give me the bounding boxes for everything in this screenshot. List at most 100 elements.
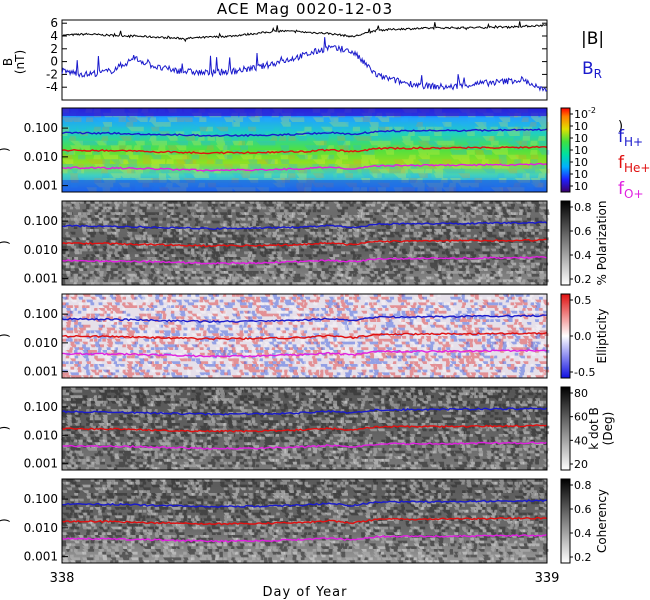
power-y-tick-label: 0.010 [24, 150, 58, 164]
kdotb-colorbar [560, 386, 571, 471]
figure-title: ACE Mag 0020-12-03 [217, 0, 393, 18]
polarization-heatmap-texture [62, 201, 550, 285]
coherency-heatmap-texture [61, 479, 550, 563]
kdotb-heatmap-texture [61, 387, 550, 470]
power-heatmap-top-band [62, 108, 547, 116]
kdotb-colorbar-tick-label: 40 [574, 434, 588, 447]
polarization-y-axis-fragment: ) [0, 240, 11, 245]
power-y-tick-label: 0.100 [24, 121, 58, 135]
ellipticity-y-tick-label: 0.010 [24, 336, 58, 350]
polarization-y-tick-label: 0.001 [24, 272, 58, 286]
power-colorbar-tick-label: 10 [574, 156, 588, 169]
legend-oplus-label: fO+ [618, 179, 644, 201]
power-heatmap-texture [60, 108, 550, 192]
power-colorbar-tick-label: 10 [574, 168, 588, 181]
field-series-line [61, 21, 548, 43]
coherency-colorbar [560, 478, 571, 564]
coherency-heatmap-cells [61, 479, 550, 563]
polarization-y-tick-label: 0.100 [24, 214, 58, 228]
panels: 6420-2-4B(nT)|B|BR0.1000.0100.001)10-210… [0, 16, 650, 564]
kdotb-y-tick-label: 0.001 [24, 457, 58, 471]
ellipticity-colorbar [560, 293, 571, 379]
x-axis-title: Day of Year [263, 585, 348, 600]
kdotb-heatmap-texture [61, 387, 549, 470]
field-plot-frame [61, 19, 548, 101]
coherency-y-tick-label: 0.010 [24, 521, 58, 535]
polarization-colorbar-title: % Polarization [595, 201, 609, 286]
power-y-axis-fragment: ) [0, 147, 11, 152]
kdotb-y-tick-label: 0.100 [24, 400, 58, 414]
legend-heplus-label: fHe+ [618, 153, 650, 175]
power-heatmap-bottom-band [62, 180, 547, 192]
coherency-gyro-line-fHe [61, 516, 548, 526]
polarization-colorbar [560, 200, 571, 286]
ellipticity-gyro-line-fO [62, 349, 548, 358]
coherency-colorbar-tick-label: 0.8 [574, 479, 592, 492]
ellipticity-colorbar-tick-label: 0.5 [574, 294, 592, 307]
ellipticity-y-tick-label: 0.100 [24, 307, 58, 321]
ellipticity-heatmap-cells [60, 294, 550, 378]
field-y-tick-label: 6 [50, 16, 58, 30]
polarization-gyro-line-fH [61, 221, 548, 231]
coherency-colorbar-title: Coherency [595, 489, 609, 553]
ellipticity-gyro-line-fHe [61, 332, 548, 341]
coherency-y-axis-fragment: ) [0, 518, 11, 523]
coherency-colorbar-tick-label: 0.6 [574, 503, 592, 516]
power-colorbar [560, 107, 571, 193]
ellipticity-heatmap-texture [60, 294, 550, 378]
kdotb-gyro-line-fH [61, 407, 548, 416]
power-gyro-line-fHe [61, 145, 548, 155]
power-heatmap-texture [62, 108, 545, 192]
coherency-gyro-line-fO [61, 534, 548, 543]
coherency-heatmap-texture [61, 479, 549, 563]
kdotb-y-axis-fragment: ) [0, 426, 11, 431]
polarization-plot-frame [61, 200, 548, 286]
kdotb-heatmap-texture [61, 387, 550, 470]
coherency-heatmap-texture [61, 479, 550, 563]
power-colorbar-tick-label: 10 [574, 144, 588, 157]
kdotb-plot-frame [61, 386, 548, 471]
power-plot-frame [61, 107, 548, 193]
polarization-panel: 0.100 0.010 0.001) 0.8 0.6 0.4 0.2% Polarizati… [0, 200, 609, 286]
x-tick-label-start: 338 [50, 571, 75, 586]
coherency-plot-frame [61, 478, 548, 564]
field-series-line [61, 37, 548, 92]
power-colorbar-tick-label: 10 [574, 120, 588, 133]
field-y-tick-label: -2 [46, 67, 58, 81]
kdotb-y-tick-label: 0.010 [24, 428, 58, 442]
kdotb-gyro-line-fO [61, 441, 548, 450]
polarization-colorbar-tick-label: 0.6 [574, 225, 592, 238]
polarization-colorbar-tick-label: 0.8 [574, 201, 592, 214]
ellipticity-gyro-line-fH [61, 314, 548, 324]
field-y-tick-label: -4 [46, 80, 58, 94]
power-gyro-line-fO [61, 162, 548, 172]
ellipticity-plot-frame [61, 293, 548, 379]
field-y-axis-unit: (nT) [13, 50, 27, 74]
coherency-colorbar-tick-label: 0.4 [574, 527, 592, 540]
kdotb-colorbar-tick-label: 20 [574, 458, 588, 471]
polarization-colorbar-tick-label: 0.4 [574, 249, 592, 262]
kdotb-colorbar-tick-label: 60 [574, 411, 588, 424]
power-y-tick-label: 0.001 [24, 179, 58, 193]
kdotb-colorbar-title: k dot B [587, 407, 601, 449]
polarization-gyro-line-fO [61, 255, 548, 265]
ellipticity-heatmap-texture [61, 294, 550, 378]
power-colorbar-bracket: ) [618, 119, 623, 134]
kdotb-panel: 0.100 0.010 0.001) 80 60 40 20 k dot B(Deg) [0, 386, 615, 471]
field-y-tick-label: 2 [50, 42, 58, 56]
kdotb-colorbar-unit: (Deg) [601, 412, 615, 446]
field-y-tick-label: 0 [50, 55, 58, 69]
power-colorbar-tick-label: 10 [574, 132, 588, 145]
kdotb-colorbar-tick-label: 80 [574, 387, 588, 400]
legend-bmag-label: |B| [581, 29, 604, 49]
field-y-axis-title: B [1, 58, 15, 66]
power-gyro-line-fH [61, 128, 548, 138]
coherency-y-tick-label: 0.001 [24, 550, 58, 564]
coherency-gyro-line-fH [62, 499, 548, 509]
ellipticity-y-tick-label: 0.001 [24, 365, 58, 379]
coherency-colorbar-tick-label: 0.2 [574, 551, 592, 564]
